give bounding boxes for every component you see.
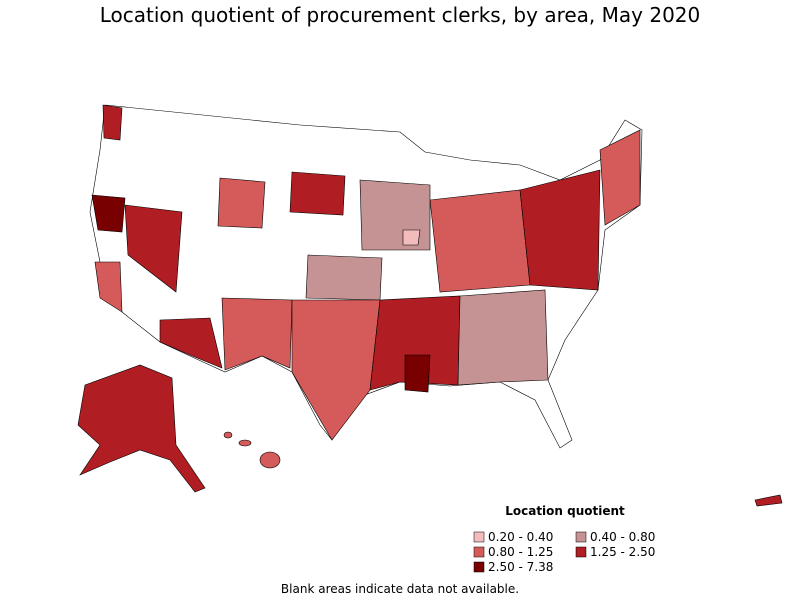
region: [159, 317, 223, 369]
hawaii: [223, 431, 233, 439]
legend: 0.20 - 0.40 0.40 - 0.80 0.80 - 1.25 1.25 - …: [473, 530, 655, 574]
region: [291, 299, 381, 441]
region: [305, 254, 383, 301]
legend-swatch: [473, 561, 485, 573]
legend-label: 2.50 - 7.38: [488, 560, 553, 574]
map: [77, 104, 783, 507]
region: [124, 204, 183, 293]
map-title: Location quotient of procurement clerks,…: [100, 3, 701, 27]
region: [429, 189, 531, 293]
note: Blank areas indicate data not available.: [281, 582, 519, 596]
region: [91, 194, 126, 233]
puerto-rico: [754, 494, 783, 507]
legend-title: Location quotient: [505, 504, 625, 518]
hawaii: [259, 451, 281, 469]
alaska: [77, 364, 206, 493]
legend-swatch: [575, 546, 587, 558]
region: [402, 229, 421, 246]
region: [519, 169, 601, 291]
region: [359, 179, 431, 251]
region: [369, 295, 461, 391]
legend-swatch: [575, 531, 587, 543]
legend-label: 0.40 - 0.80: [590, 530, 655, 544]
legend-label: 0.20 - 0.40: [488, 530, 553, 544]
hawaii: [238, 439, 252, 447]
region: [217, 177, 266, 229]
legend-label: 1.25 - 2.50: [590, 545, 655, 559]
legend-swatch: [473, 531, 485, 543]
region: [94, 261, 123, 313]
region: [289, 171, 346, 216]
region: [221, 297, 293, 371]
region: [404, 354, 431, 393]
region: [102, 104, 123, 141]
legend-label: 0.80 - 1.25: [488, 545, 553, 559]
region: [599, 129, 641, 226]
region: [457, 289, 549, 386]
legend-swatch: [473, 546, 485, 558]
